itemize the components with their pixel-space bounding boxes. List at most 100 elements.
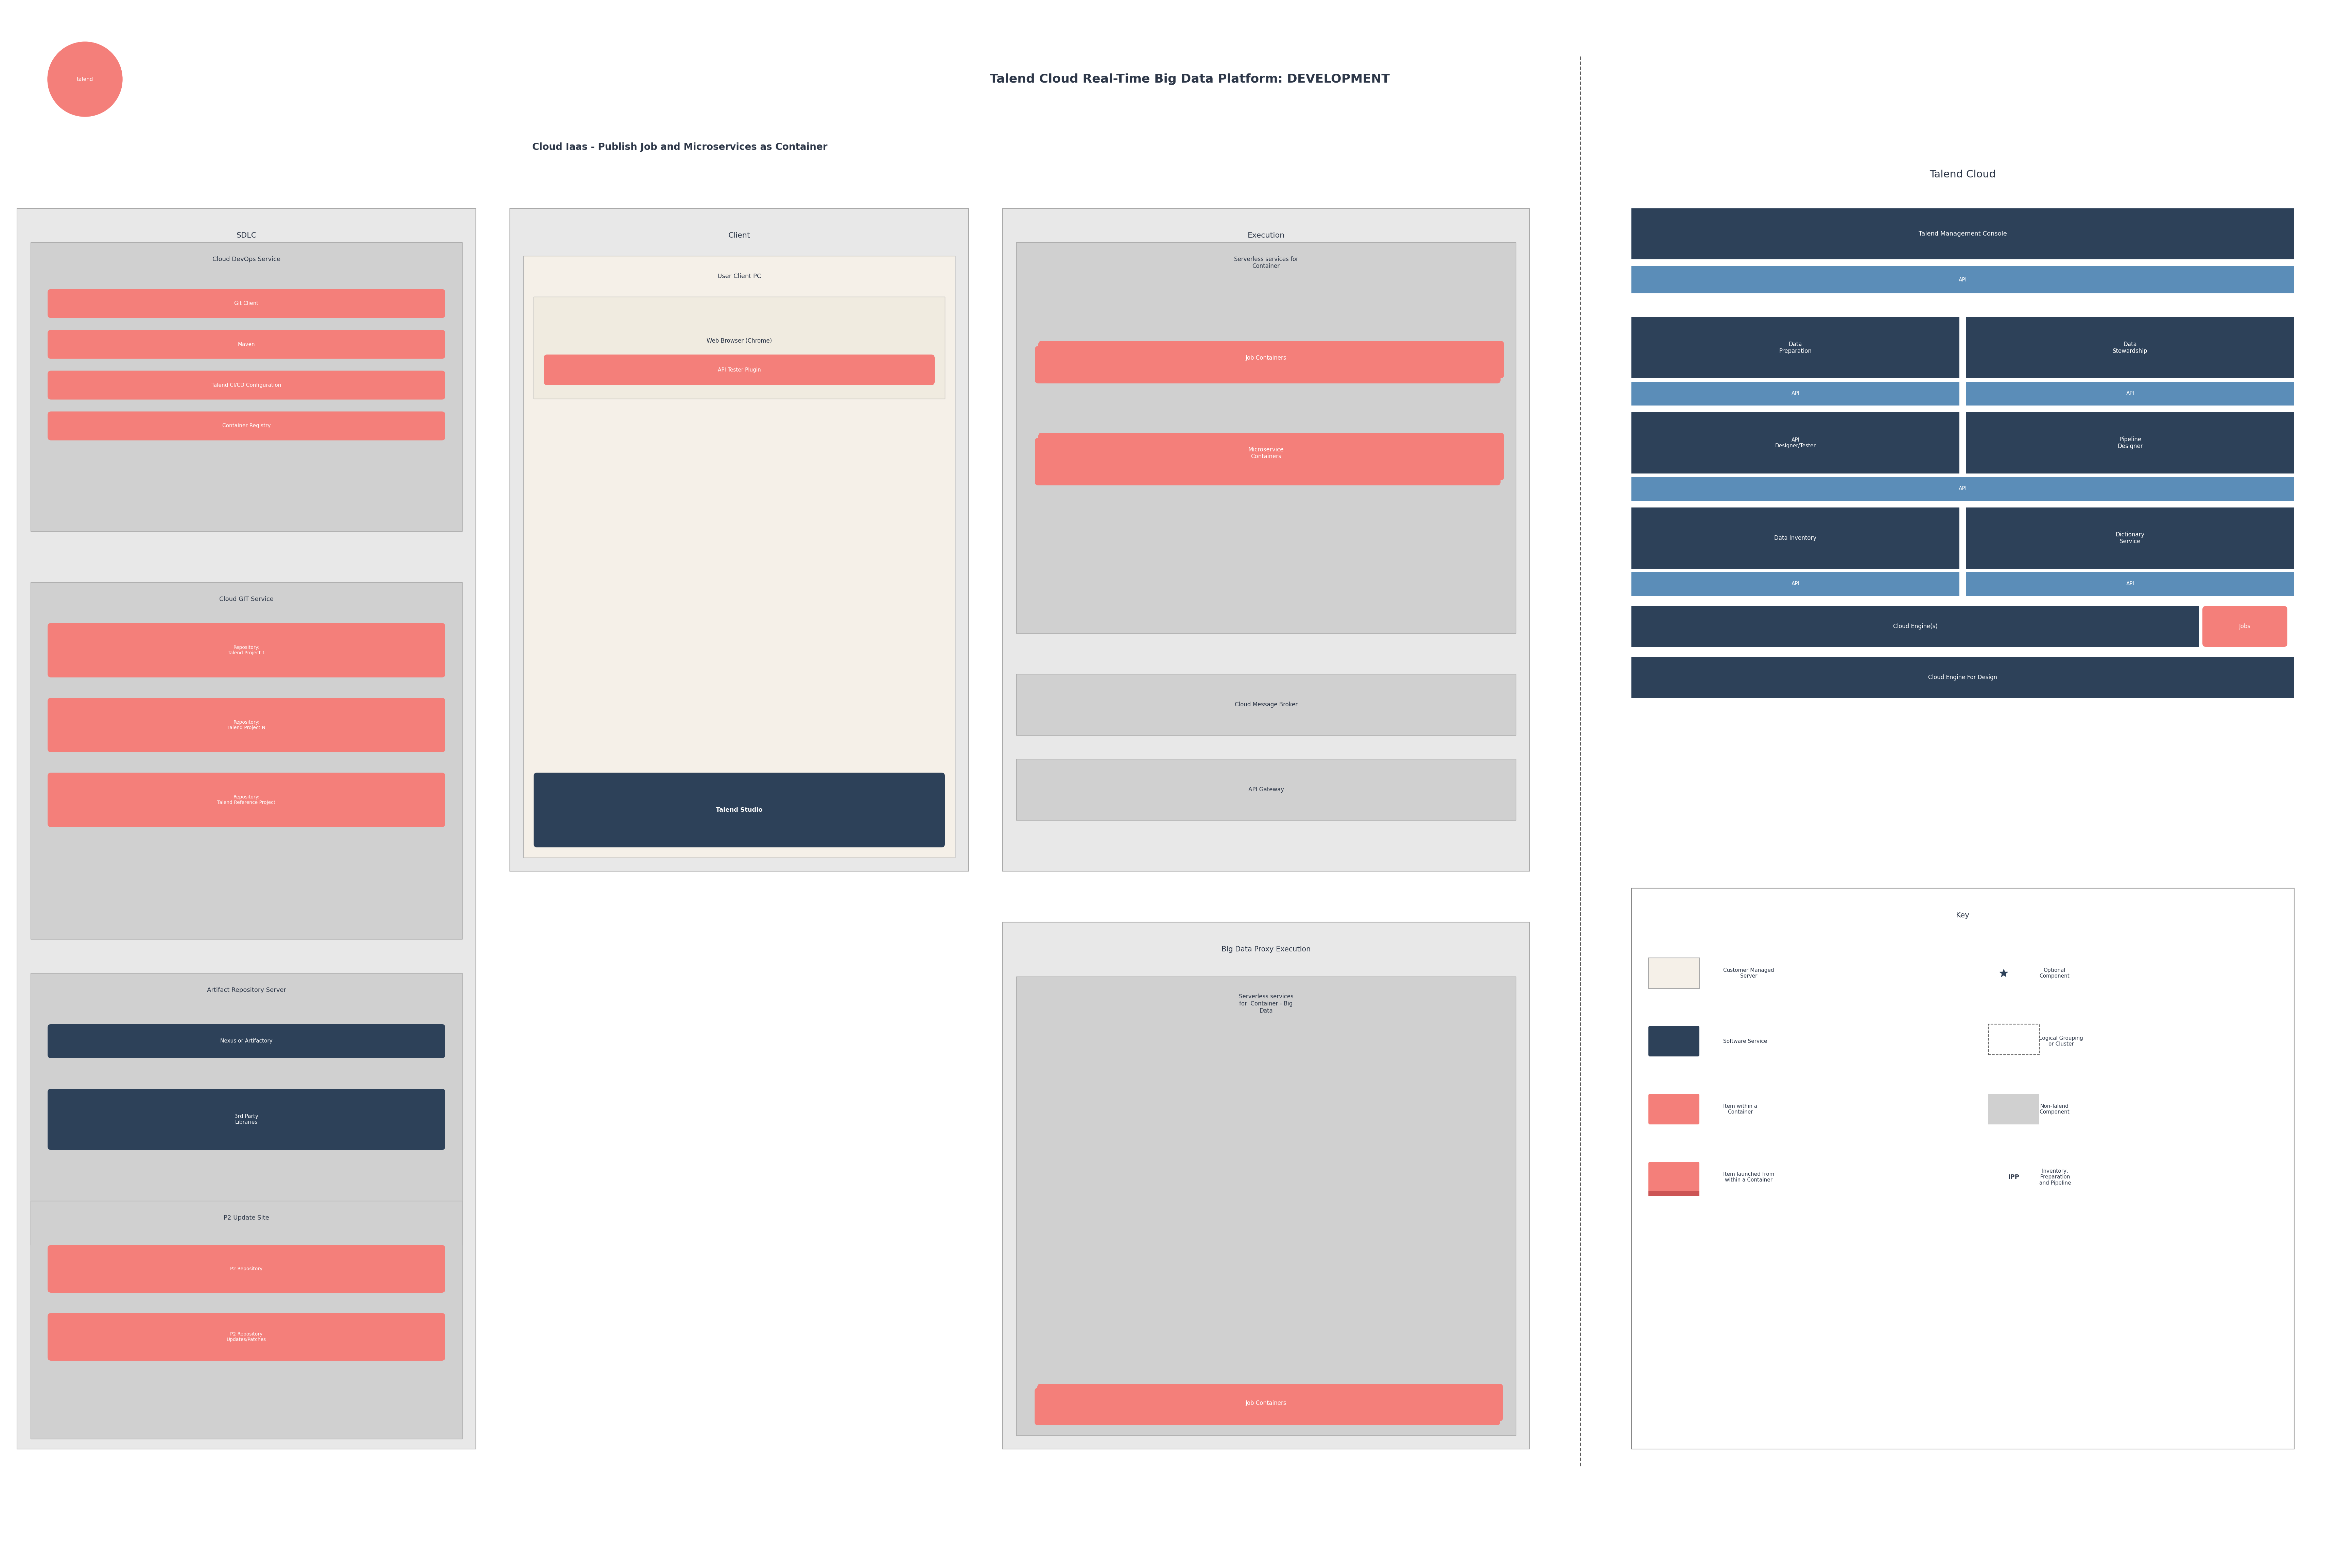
FancyBboxPatch shape	[47, 1024, 446, 1058]
Bar	[1003, 209, 1528, 872]
Text: API: API	[1790, 390, 1799, 397]
Text: API: API	[2127, 390, 2134, 397]
FancyBboxPatch shape	[47, 773, 446, 826]
Text: API: API	[2127, 582, 2134, 586]
Bar	[1631, 572, 1958, 596]
Bar	[30, 1201, 463, 1439]
Bar	[1965, 412, 2295, 474]
Text: Nexus or Artifactory: Nexus or Artifactory	[220, 1038, 273, 1044]
Text: Optional
Component: Optional Component	[2040, 967, 2071, 978]
Text: Repository:
Talend Project 1: Repository: Talend Project 1	[227, 644, 264, 655]
Text: Data
Stewardship: Data Stewardship	[2113, 342, 2148, 354]
Bar	[1017, 977, 1517, 1435]
FancyBboxPatch shape	[47, 622, 446, 677]
Text: Pipeline
Designer: Pipeline Designer	[2117, 436, 2143, 450]
Text: P2 Update Site: P2 Update Site	[224, 1215, 269, 1221]
Text: 3rd Party
Libraries: 3rd Party Libraries	[234, 1113, 259, 1124]
Text: Cloud Engine For Design: Cloud Engine For Design	[1928, 674, 1998, 681]
Text: talend: talend	[77, 77, 93, 82]
Text: Customer Managed
Server: Customer Managed Server	[1722, 967, 1774, 978]
Bar	[1989, 1094, 2040, 1124]
Bar	[1631, 508, 1958, 569]
Bar	[1631, 657, 2295, 698]
Text: Cloud Engine(s): Cloud Engine(s)	[1893, 624, 1937, 629]
Text: Talend Cloud: Talend Cloud	[1930, 169, 1996, 179]
Text: Repository:
Talend Reference Project: Repository: Talend Reference Project	[217, 795, 276, 804]
Text: Cloud Message Broker: Cloud Message Broker	[1234, 701, 1297, 707]
Bar	[1648, 1190, 1699, 1196]
FancyBboxPatch shape	[1035, 347, 1500, 384]
Text: SDLC: SDLC	[236, 232, 257, 238]
FancyBboxPatch shape	[1648, 1025, 1699, 1057]
Text: API: API	[1790, 582, 1799, 586]
FancyBboxPatch shape	[1648, 1162, 1699, 1192]
Text: Cloud GIT Service: Cloud GIT Service	[220, 596, 273, 602]
Text: P2 Repository: P2 Repository	[231, 1267, 262, 1272]
Text: Web Browser (Chrome): Web Browser (Chrome)	[706, 337, 771, 343]
FancyBboxPatch shape	[47, 329, 446, 359]
Text: Dictionary
Service: Dictionary Service	[2115, 532, 2145, 544]
FancyBboxPatch shape	[1038, 340, 1505, 378]
Bar	[16, 209, 477, 1449]
Text: Item within a
Container: Item within a Container	[1722, 1104, 1757, 1115]
Text: Non-Talend
Component: Non-Talend Component	[2040, 1104, 2071, 1115]
Text: Talend Studio: Talend Studio	[715, 808, 762, 814]
FancyBboxPatch shape	[1038, 1385, 1503, 1421]
Text: Job Containers: Job Containers	[1246, 354, 1288, 361]
Text: API Tester Plugin: API Tester Plugin	[717, 367, 762, 372]
FancyBboxPatch shape	[47, 1245, 446, 1292]
Bar	[1965, 572, 2295, 596]
FancyBboxPatch shape	[47, 1088, 446, 1149]
FancyBboxPatch shape	[1038, 433, 1505, 480]
Text: Software Service: Software Service	[1722, 1038, 1767, 1044]
Bar	[1965, 381, 2295, 406]
FancyBboxPatch shape	[1035, 1388, 1500, 1425]
Text: Job Containers: Job Containers	[1246, 1400, 1288, 1406]
Bar	[30, 243, 463, 532]
Text: Cloud Iaas - Publish Job and Microservices as Container: Cloud Iaas - Publish Job and Microservic…	[533, 143, 827, 152]
Text: User Client PC: User Client PC	[717, 273, 762, 279]
Bar	[1631, 477, 2295, 500]
Bar	[1017, 243, 1517, 633]
Text: Container Registry: Container Registry	[222, 423, 271, 428]
Text: Logical Grouping
or Cluster: Logical Grouping or Cluster	[2040, 1035, 2082, 1047]
Text: Microservice
Containers: Microservice Containers	[1248, 447, 1283, 459]
FancyBboxPatch shape	[1648, 1094, 1699, 1124]
Bar	[1631, 607, 2199, 648]
Text: Repository:
Talend Project N: Repository: Talend Project N	[227, 720, 266, 731]
FancyBboxPatch shape	[545, 354, 935, 386]
Text: Data Inventory: Data Inventory	[1774, 535, 1816, 541]
Bar	[1631, 267, 2295, 293]
Text: Git Client: Git Client	[234, 301, 259, 306]
Text: Data
Preparation: Data Preparation	[1778, 342, 1811, 354]
Bar	[1965, 317, 2295, 378]
FancyBboxPatch shape	[47, 370, 446, 400]
Bar	[1965, 508, 2295, 569]
FancyBboxPatch shape	[47, 289, 446, 318]
Text: Maven: Maven	[238, 342, 255, 347]
Text: Jobs: Jobs	[2239, 624, 2251, 629]
Text: API Gateway: API Gateway	[1248, 787, 1283, 793]
Text: IPP: IPP	[2007, 1174, 2019, 1181]
Bar	[30, 974, 463, 1245]
FancyBboxPatch shape	[2201, 607, 2288, 648]
Bar	[1631, 887, 2295, 1449]
Bar	[30, 582, 463, 939]
Text: Key: Key	[1956, 913, 1970, 919]
Text: Talend Management Console: Talend Management Console	[1919, 230, 2007, 237]
FancyBboxPatch shape	[533, 773, 944, 847]
Bar	[523, 256, 956, 858]
Text: Execution: Execution	[1248, 232, 1285, 238]
Text: Serverless services
for  Container - Big
Data: Serverless services for Container - Big …	[1239, 994, 1292, 1014]
Text: Cloud DevOps Service: Cloud DevOps Service	[213, 256, 280, 262]
Bar	[533, 296, 944, 398]
Bar	[1003, 922, 1528, 1449]
Circle shape	[47, 42, 122, 116]
Text: Serverless services for
Container: Serverless services for Container	[1234, 256, 1297, 270]
Bar	[1631, 317, 1958, 378]
Bar	[1017, 674, 1517, 735]
Text: Client: Client	[729, 232, 750, 238]
FancyBboxPatch shape	[47, 1312, 446, 1361]
Bar	[1648, 958, 1699, 988]
Bar	[1631, 412, 1958, 474]
